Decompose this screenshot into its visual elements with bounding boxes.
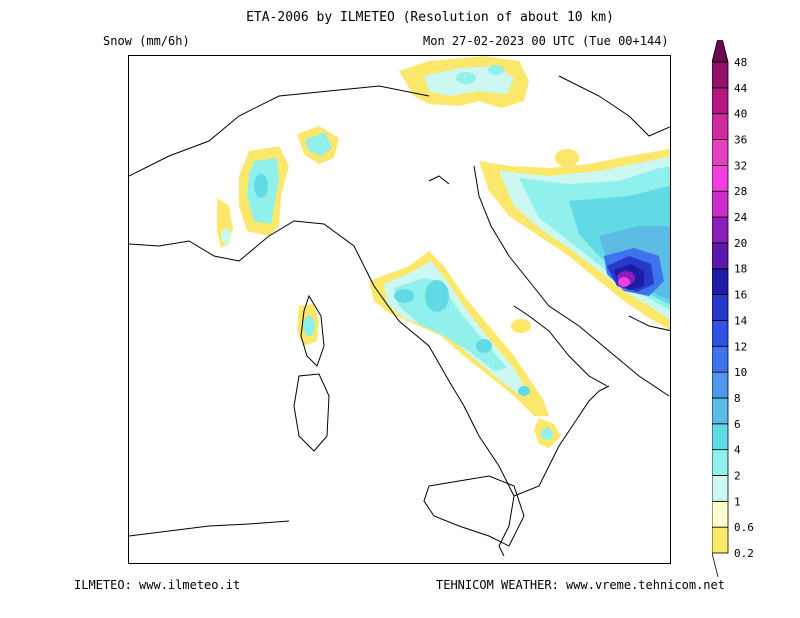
legend-swatch-10 — [711, 345, 729, 373]
forecast-datetime: Mon 27-02-2023 00 UTC (Tue 00+144) — [423, 34, 669, 48]
coastlines — [129, 75, 670, 557]
legend-label: 0.6 — [734, 521, 754, 534]
map-title: ETA-2006 by ILMETEO (Resolution of about… — [246, 10, 614, 25]
legend-label: 4 — [734, 444, 741, 457]
legend-label: 20 — [734, 237, 747, 250]
legend-label: 48 — [734, 56, 747, 69]
legend-swatch-4 — [711, 423, 729, 451]
snow-area-balkans — [479, 148, 670, 330]
legend-swatch-40 — [711, 87, 729, 115]
legend-label: 6 — [734, 418, 741, 431]
color-legend: 0.2 0.6 1 2 4 6 8 10 12 14 16 18 20 24 28 32 36 40 44 48 — [711, 30, 792, 600]
legend-swatch-0_6 — [711, 500, 729, 528]
legend-swatch-16 — [711, 268, 729, 295]
legend-label: 18 — [734, 263, 747, 276]
legend-leader-line — [711, 552, 719, 578]
legend-swatch-14 — [711, 294, 729, 321]
legend-label: 8 — [734, 392, 741, 405]
footer-source-right: TEHNICOM WEATHER: www.vreme.tehnicom.net — [436, 578, 725, 592]
legend-label: 16 — [734, 289, 747, 302]
legend-swatch-20 — [711, 216, 729, 244]
legend-label: 1 — [734, 495, 741, 508]
legend-label: 44 — [734, 82, 748, 95]
legend-swatch-24 — [711, 190, 729, 218]
legend-label: 28 — [734, 185, 747, 198]
legend-swatch-48 — [711, 30, 729, 63]
legend-swatch-36 — [711, 113, 729, 140]
legend-swatch-12 — [711, 320, 729, 347]
legend-swatch-1 — [711, 475, 729, 502]
legend-label: 0.2 — [734, 547, 754, 560]
legend-label: 10 — [734, 366, 747, 379]
legend-swatch-6 — [711, 397, 729, 425]
snow-area-apennines — [297, 251, 561, 448]
legend-label: 32 — [734, 159, 747, 172]
variable-label: Snow (mm/6h) — [103, 34, 190, 48]
legend-swatch-44 — [711, 61, 729, 89]
legend-label: 14 — [734, 314, 748, 327]
snow-area-alps — [217, 56, 579, 248]
legend-swatch-32 — [711, 139, 729, 166]
snow-map — [128, 55, 671, 564]
legend-label: 2 — [734, 469, 741, 482]
legend-swatch-2 — [711, 449, 729, 476]
legend-label: 36 — [734, 134, 747, 147]
legend-swatch-0_2 — [711, 526, 729, 554]
legend-swatch-28 — [711, 164, 729, 192]
legend-label: 24 — [734, 211, 748, 224]
legend-label: 40 — [734, 108, 747, 121]
legend-swatch-8 — [711, 371, 729, 399]
map-canvas — [129, 56, 670, 557]
legend-swatch-18 — [711, 242, 729, 270]
footer-source-left: ILMETEO: www.ilmeteo.it — [74, 578, 241, 592]
legend-label: 12 — [734, 340, 747, 353]
